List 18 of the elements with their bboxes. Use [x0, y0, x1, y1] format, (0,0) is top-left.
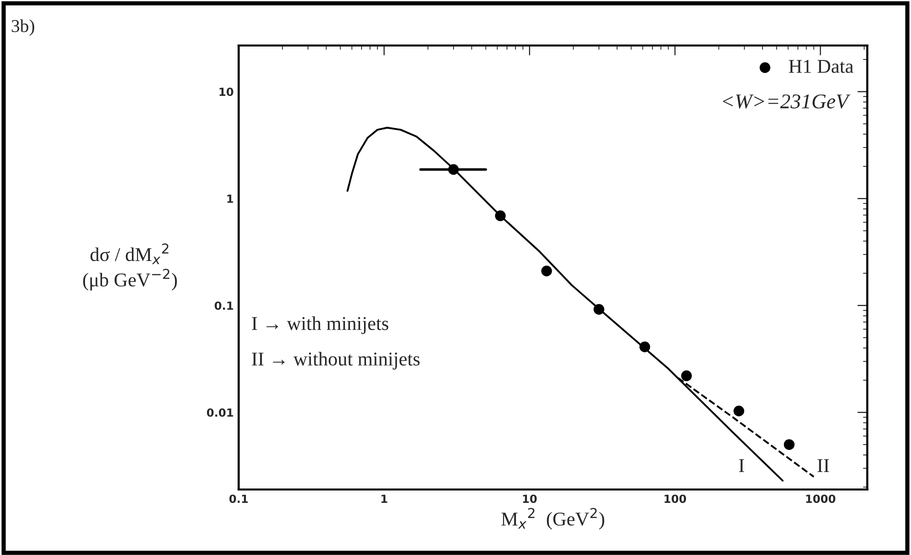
annotation: I → with minijets: [252, 316, 388, 334]
x-tick-label: 100: [664, 494, 686, 503]
text: dσ / dM$_{x}$$^{2}$ (μb GeV$^{−2}$): [83, 243, 177, 290]
y-tick-label: 1: [227, 194, 234, 203]
text: 3b): [12, 19, 34, 36]
annotation: II → without minijets: [252, 352, 420, 370]
annotation: I: [739, 459, 744, 472]
x-axis-title: M$_{x}$$^{2}$ (GeV$^{2}$): [501, 508, 604, 530]
x-tick-label: 0.1: [229, 494, 248, 503]
x-tick-label: 1: [382, 494, 388, 503]
x-tick-label: 10: [523, 494, 537, 503]
annotation: <W>=231GeV: [722, 94, 850, 109]
y-tick-label: 10: [220, 88, 234, 96]
legend-label: H1 Data: [788, 60, 854, 73]
y-tick-label: 0.01: [206, 408, 234, 417]
y-tick-label: 0.1: [214, 301, 234, 310]
annotation: II: [818, 459, 830, 472]
x-tick-label: 1000: [806, 494, 836, 503]
